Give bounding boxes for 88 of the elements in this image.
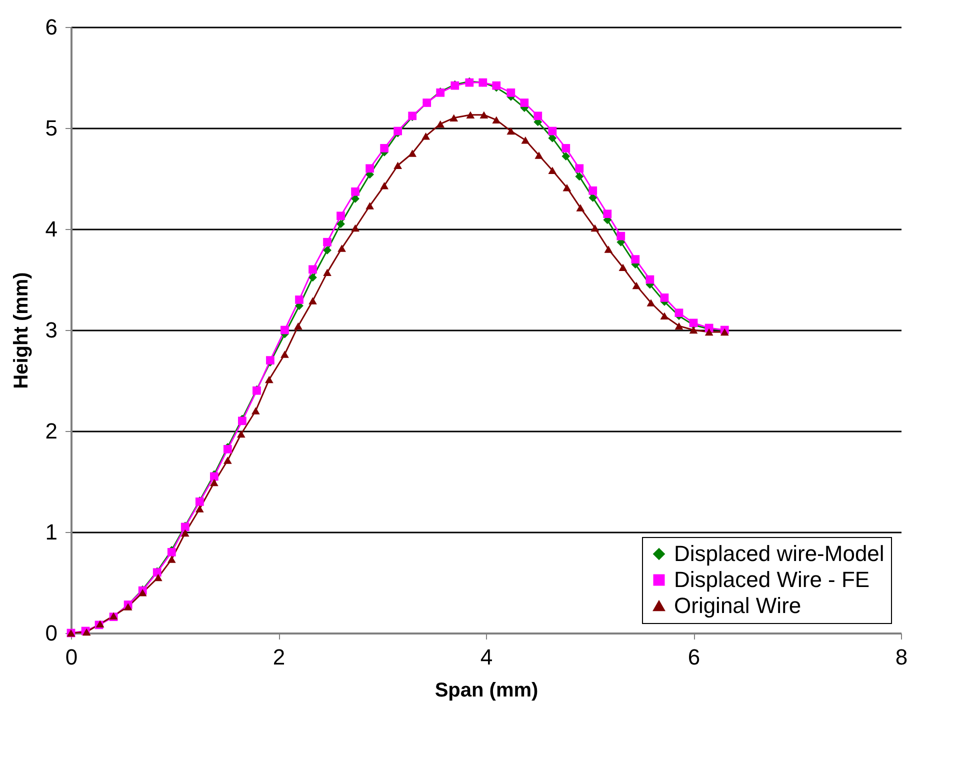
point	[280, 326, 289, 334]
y-tick-label: 5	[45, 116, 58, 140]
point	[180, 529, 190, 537]
point	[167, 556, 176, 563]
point	[366, 202, 374, 210]
y-tick-label: 3	[45, 318, 58, 342]
point	[646, 275, 654, 284]
y-tick-label: 6	[45, 14, 58, 40]
point	[366, 164, 374, 173]
point	[223, 456, 232, 464]
point	[534, 112, 542, 120]
point	[336, 212, 345, 220]
point	[548, 166, 557, 174]
point	[236, 430, 246, 438]
point	[351, 187, 360, 196]
point	[520, 98, 529, 107]
x-axis-title: Span (mm)	[434, 680, 538, 702]
point	[408, 150, 417, 157]
y-tick-label: 0	[45, 620, 58, 646]
y-axis-title: Height (mm)	[10, 272, 32, 389]
point	[616, 232, 626, 240]
point	[294, 322, 302, 330]
point	[575, 172, 584, 181]
point	[660, 312, 669, 320]
point	[590, 224, 600, 232]
point	[674, 322, 684, 330]
point	[562, 184, 572, 192]
point	[351, 194, 360, 203]
point	[336, 220, 345, 228]
y-tick-label: 4	[45, 216, 58, 242]
point	[323, 268, 332, 276]
y-tick-label: 1	[45, 520, 58, 544]
point	[588, 194, 598, 202]
point	[506, 127, 516, 135]
point	[394, 162, 402, 169]
legend-label: Displaced wire-Model	[674, 541, 884, 566]
point	[380, 182, 389, 190]
point	[521, 136, 530, 144]
point	[124, 603, 132, 610]
point	[689, 326, 698, 334]
point	[548, 126, 557, 136]
point	[562, 152, 570, 160]
point	[720, 328, 729, 336]
point	[264, 376, 274, 384]
point	[251, 407, 260, 414]
point	[323, 246, 332, 254]
x-tick-label: 0	[65, 644, 78, 670]
point	[351, 224, 360, 232]
point	[534, 152, 544, 159]
legend-label: Original Wire	[674, 593, 802, 618]
point	[450, 114, 458, 122]
point	[588, 186, 598, 195]
x-tick-label: 4	[480, 644, 493, 670]
point	[575, 164, 584, 173]
point	[674, 308, 684, 318]
point	[604, 246, 613, 253]
point	[380, 144, 389, 152]
point	[603, 210, 612, 218]
x-tick-label: 2	[272, 644, 286, 670]
point	[704, 328, 714, 336]
x-tick-label: 8	[895, 644, 908, 670]
point	[632, 282, 641, 290]
point	[660, 293, 669, 302]
point	[466, 111, 475, 118]
point	[618, 264, 628, 272]
point	[646, 299, 656, 306]
point	[562, 144, 570, 152]
point	[492, 116, 501, 124]
point	[210, 478, 218, 486]
x-tick-label: 6	[688, 644, 700, 670]
point	[308, 273, 317, 282]
point	[506, 88, 516, 97]
point	[295, 296, 304, 304]
point	[436, 120, 445, 128]
y-tick-label: 2	[45, 418, 58, 444]
point	[576, 204, 585, 212]
point	[338, 244, 346, 252]
point	[631, 255, 640, 264]
point	[138, 588, 147, 596]
point	[308, 265, 317, 274]
point	[280, 350, 289, 358]
point	[154, 574, 162, 582]
point	[422, 132, 430, 140]
legend-label: Displaced Wire - FE	[674, 567, 870, 592]
point	[480, 111, 488, 118]
point	[308, 297, 317, 304]
point	[323, 238, 332, 246]
point	[195, 505, 204, 512]
